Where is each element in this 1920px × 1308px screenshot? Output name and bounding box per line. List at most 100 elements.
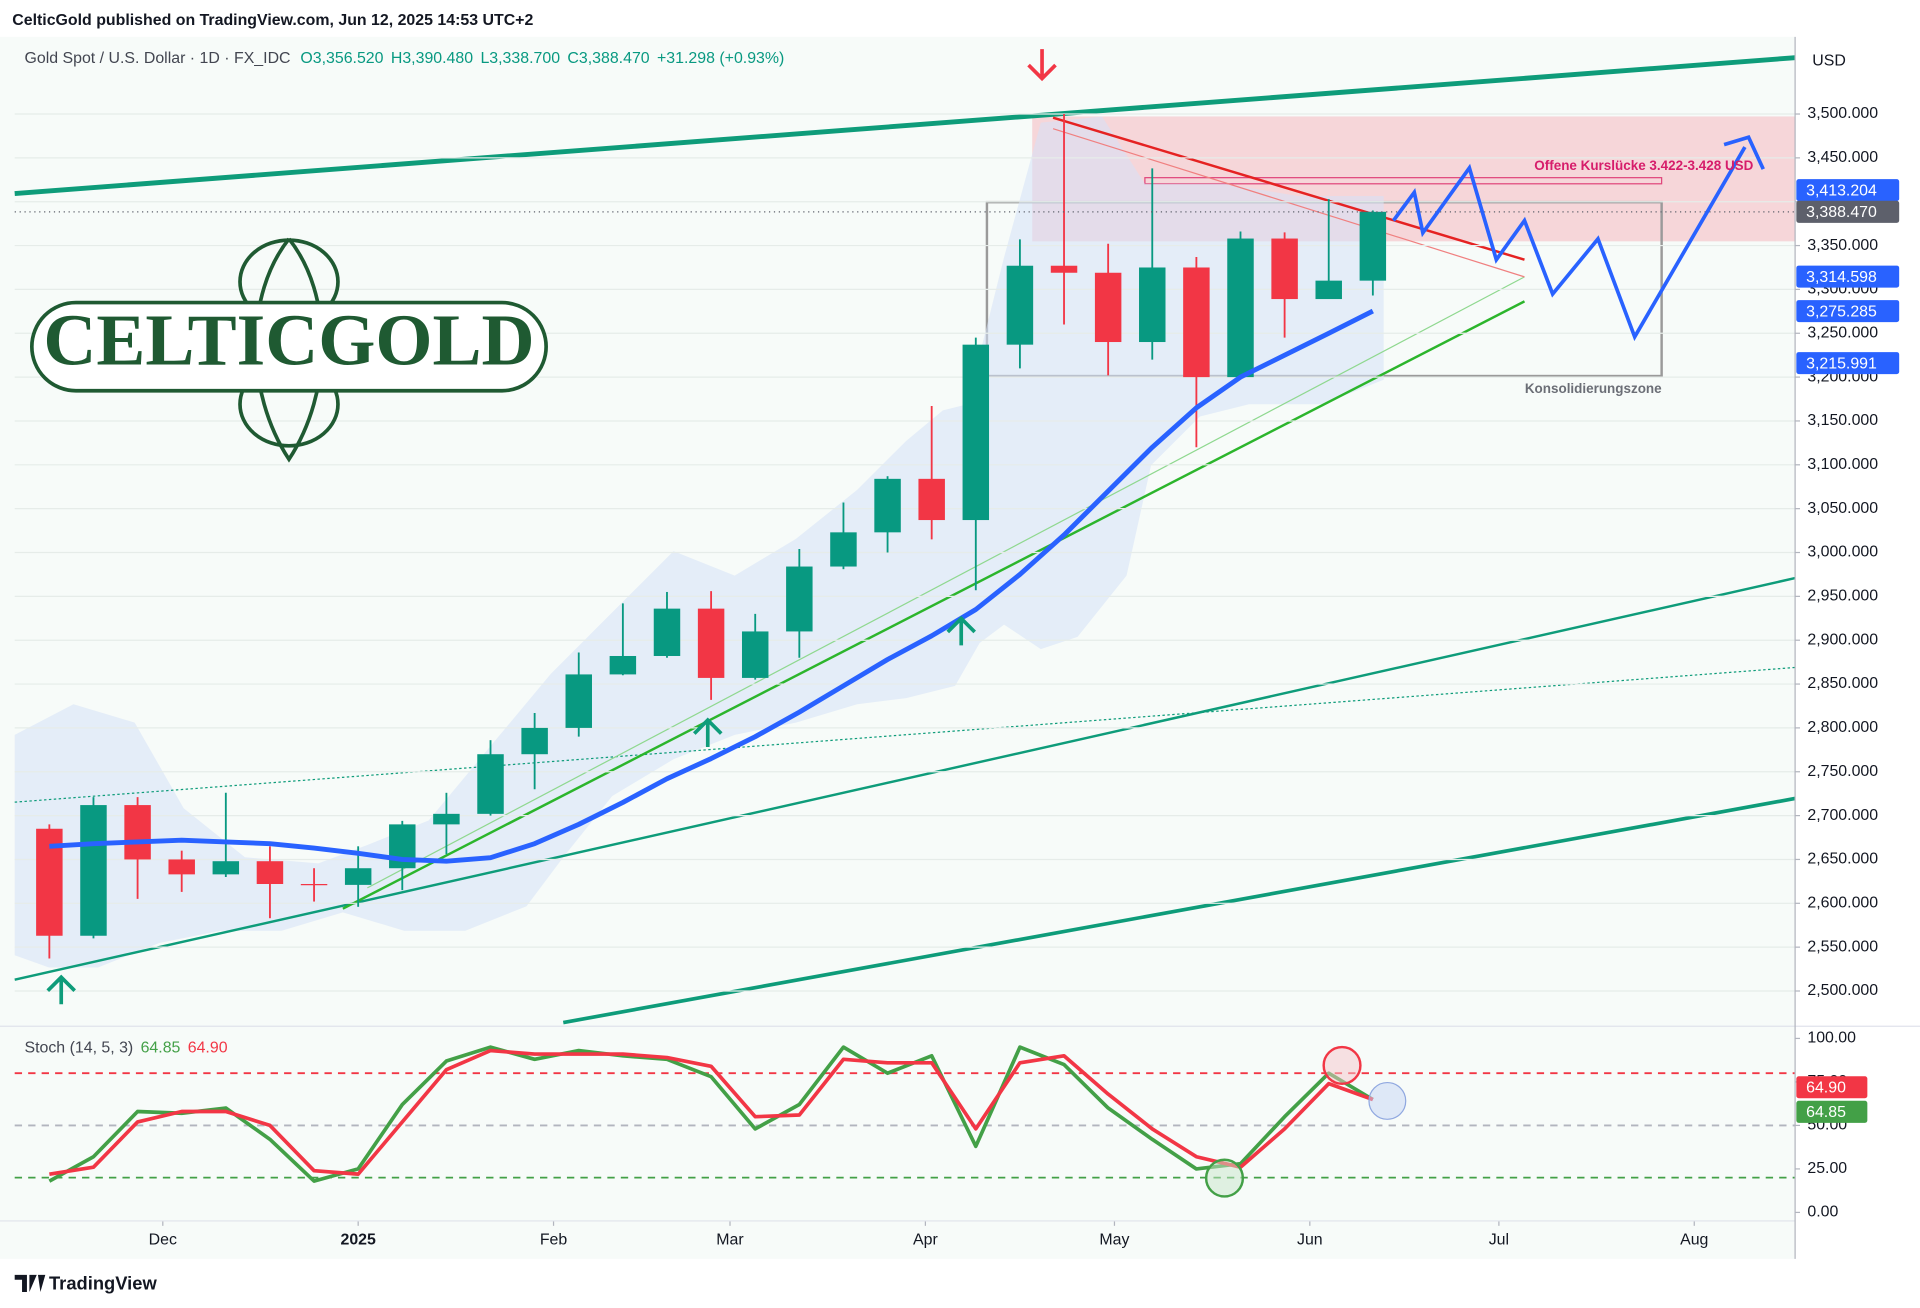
gap-annotation: Offene Kurslücke 3.422-3.428 USD [1534,158,1753,173]
value-badge [1796,1076,1868,1099]
gap-box [1144,177,1663,185]
band-area [14,116,1384,968]
stoch-line [48,1045,1374,1183]
x-tick-label: Mar [716,1232,744,1249]
candle-body [433,813,460,825]
stoch-line [49,1048,1374,1176]
trendline [1052,128,1525,278]
price-badge [1796,179,1900,202]
axis-unit: USD [1812,53,1846,70]
candle-body [1050,265,1078,273]
x-tick-label: Jul [1489,1232,1509,1249]
candle-body [1183,267,1210,378]
y-tick-label: 2,800.000 [1807,719,1878,736]
logo-banner [30,300,548,393]
x-tick-label: Jun [1297,1232,1323,1249]
stoch-legend: Stoch (14, 5, 3) 64.85 64.90 [24,1039,227,1056]
price-badge [1796,265,1900,288]
price-badge-label: 3,275.285 [1806,304,1877,321]
ohlc-close: C3,388.470 [567,50,649,67]
candle-body [344,868,372,885]
trendline [1052,116,1525,261]
candle-body [565,674,592,728]
trendline [367,276,1525,889]
moving-average [49,308,1374,864]
y-tick-label: 3,350.000 [1807,237,1878,254]
y-tick-label: 2,750.000 [1807,763,1878,780]
y-tick-label: 2,600.000 [1807,895,1878,912]
y-tick-label: 0.00 [1807,1204,1838,1221]
y-tick-label: 2,700.000 [1807,807,1878,824]
arrow-up [46,974,76,1005]
y-tick-label: 2,550.000 [1807,938,1878,955]
published-line: CelticGold published on TradingView.com,… [12,12,533,29]
price-badge-label: 3,314.598 [1806,269,1877,286]
arrow-up [946,615,976,646]
y-tick-label: 3,100.000 [1807,456,1878,473]
candle-body [300,884,328,886]
candle-body [1271,238,1298,300]
arrow-down [1027,49,1057,82]
x-tick-label: Dec [149,1232,177,1249]
y-tick-label: 2,650.000 [1807,851,1878,868]
candle-body [962,344,990,521]
ohlc-high: H3,390.480 [391,50,473,67]
candle-body [653,608,681,656]
symbol: Gold Spot / U.S. Dollar · 1D · FX_IDC [24,50,290,67]
y-tick-label: 3,000.000 [1807,544,1878,561]
footer-icon [14,1274,46,1292]
candle-body [1094,272,1122,343]
arrow-up [692,717,723,748]
x-tick-label: May [1099,1232,1129,1249]
y-tick-label: 3,250.000 [1807,324,1878,341]
value-badge-label: 64.90 [1806,1080,1846,1097]
highlight-circle [1322,1045,1362,1086]
x-tick-label: Feb [540,1232,568,1249]
y-tick-label: 3,500.000 [1807,105,1878,122]
y-tick-label: 100.00 [1807,1030,1856,1047]
candle-body [609,655,637,675]
value-badge [1796,1100,1868,1123]
y-tick-label: 3,050.000 [1807,500,1878,517]
candle-body [786,566,813,632]
candle-body [1315,280,1342,300]
footer-brand: TradingView [49,1272,158,1293]
price-badge-label: 3,388.470 [1806,204,1877,221]
candle-body [80,805,107,936]
y-tick-label: 2,900.000 [1807,631,1878,648]
highlight-circle [1368,1081,1407,1120]
candle-body [1139,267,1166,343]
y-tick-label: 25.00 [1807,1160,1847,1177]
y-tick-label: 3,150.000 [1807,412,1878,429]
change: +31.298 (+0.93%) [657,50,784,67]
stoch-k-value: 64.85 [141,1039,181,1056]
trendline [14,666,1796,803]
price-badge [1796,352,1900,375]
stoch-title: Stoch (14, 5, 3) [24,1039,133,1056]
candle-body [1006,265,1034,345]
candle-body [697,608,725,678]
candle-body [1359,211,1387,281]
trendline [562,796,1796,1025]
x-tick-label: Aug [1680,1232,1708,1249]
candle-body [168,859,195,875]
candle-body [256,861,284,885]
y-tick-label: 3,450.000 [1807,149,1878,166]
highlight-circle [1204,1158,1245,1198]
candle-body [1227,238,1254,378]
symbol-line: Gold Spot / U.S. Dollar · 1D · FX_IDC O3,… [24,50,784,67]
ohlc-open: O3,356.520 [300,50,383,67]
price-badge-label: 3,413.204 [1806,183,1877,200]
trendline [14,576,1796,981]
footer-logo [14,1274,46,1292]
candle-body [918,478,945,521]
price-badge [1796,300,1900,323]
y-tick-label: 2,950.000 [1807,588,1878,605]
projection-path [1391,146,1747,342]
projection-arrow [1723,135,1765,170]
signal-arrows [46,49,1057,1005]
price-badge [1796,200,1900,223]
y-tick-label: 2,850.000 [1807,675,1878,692]
